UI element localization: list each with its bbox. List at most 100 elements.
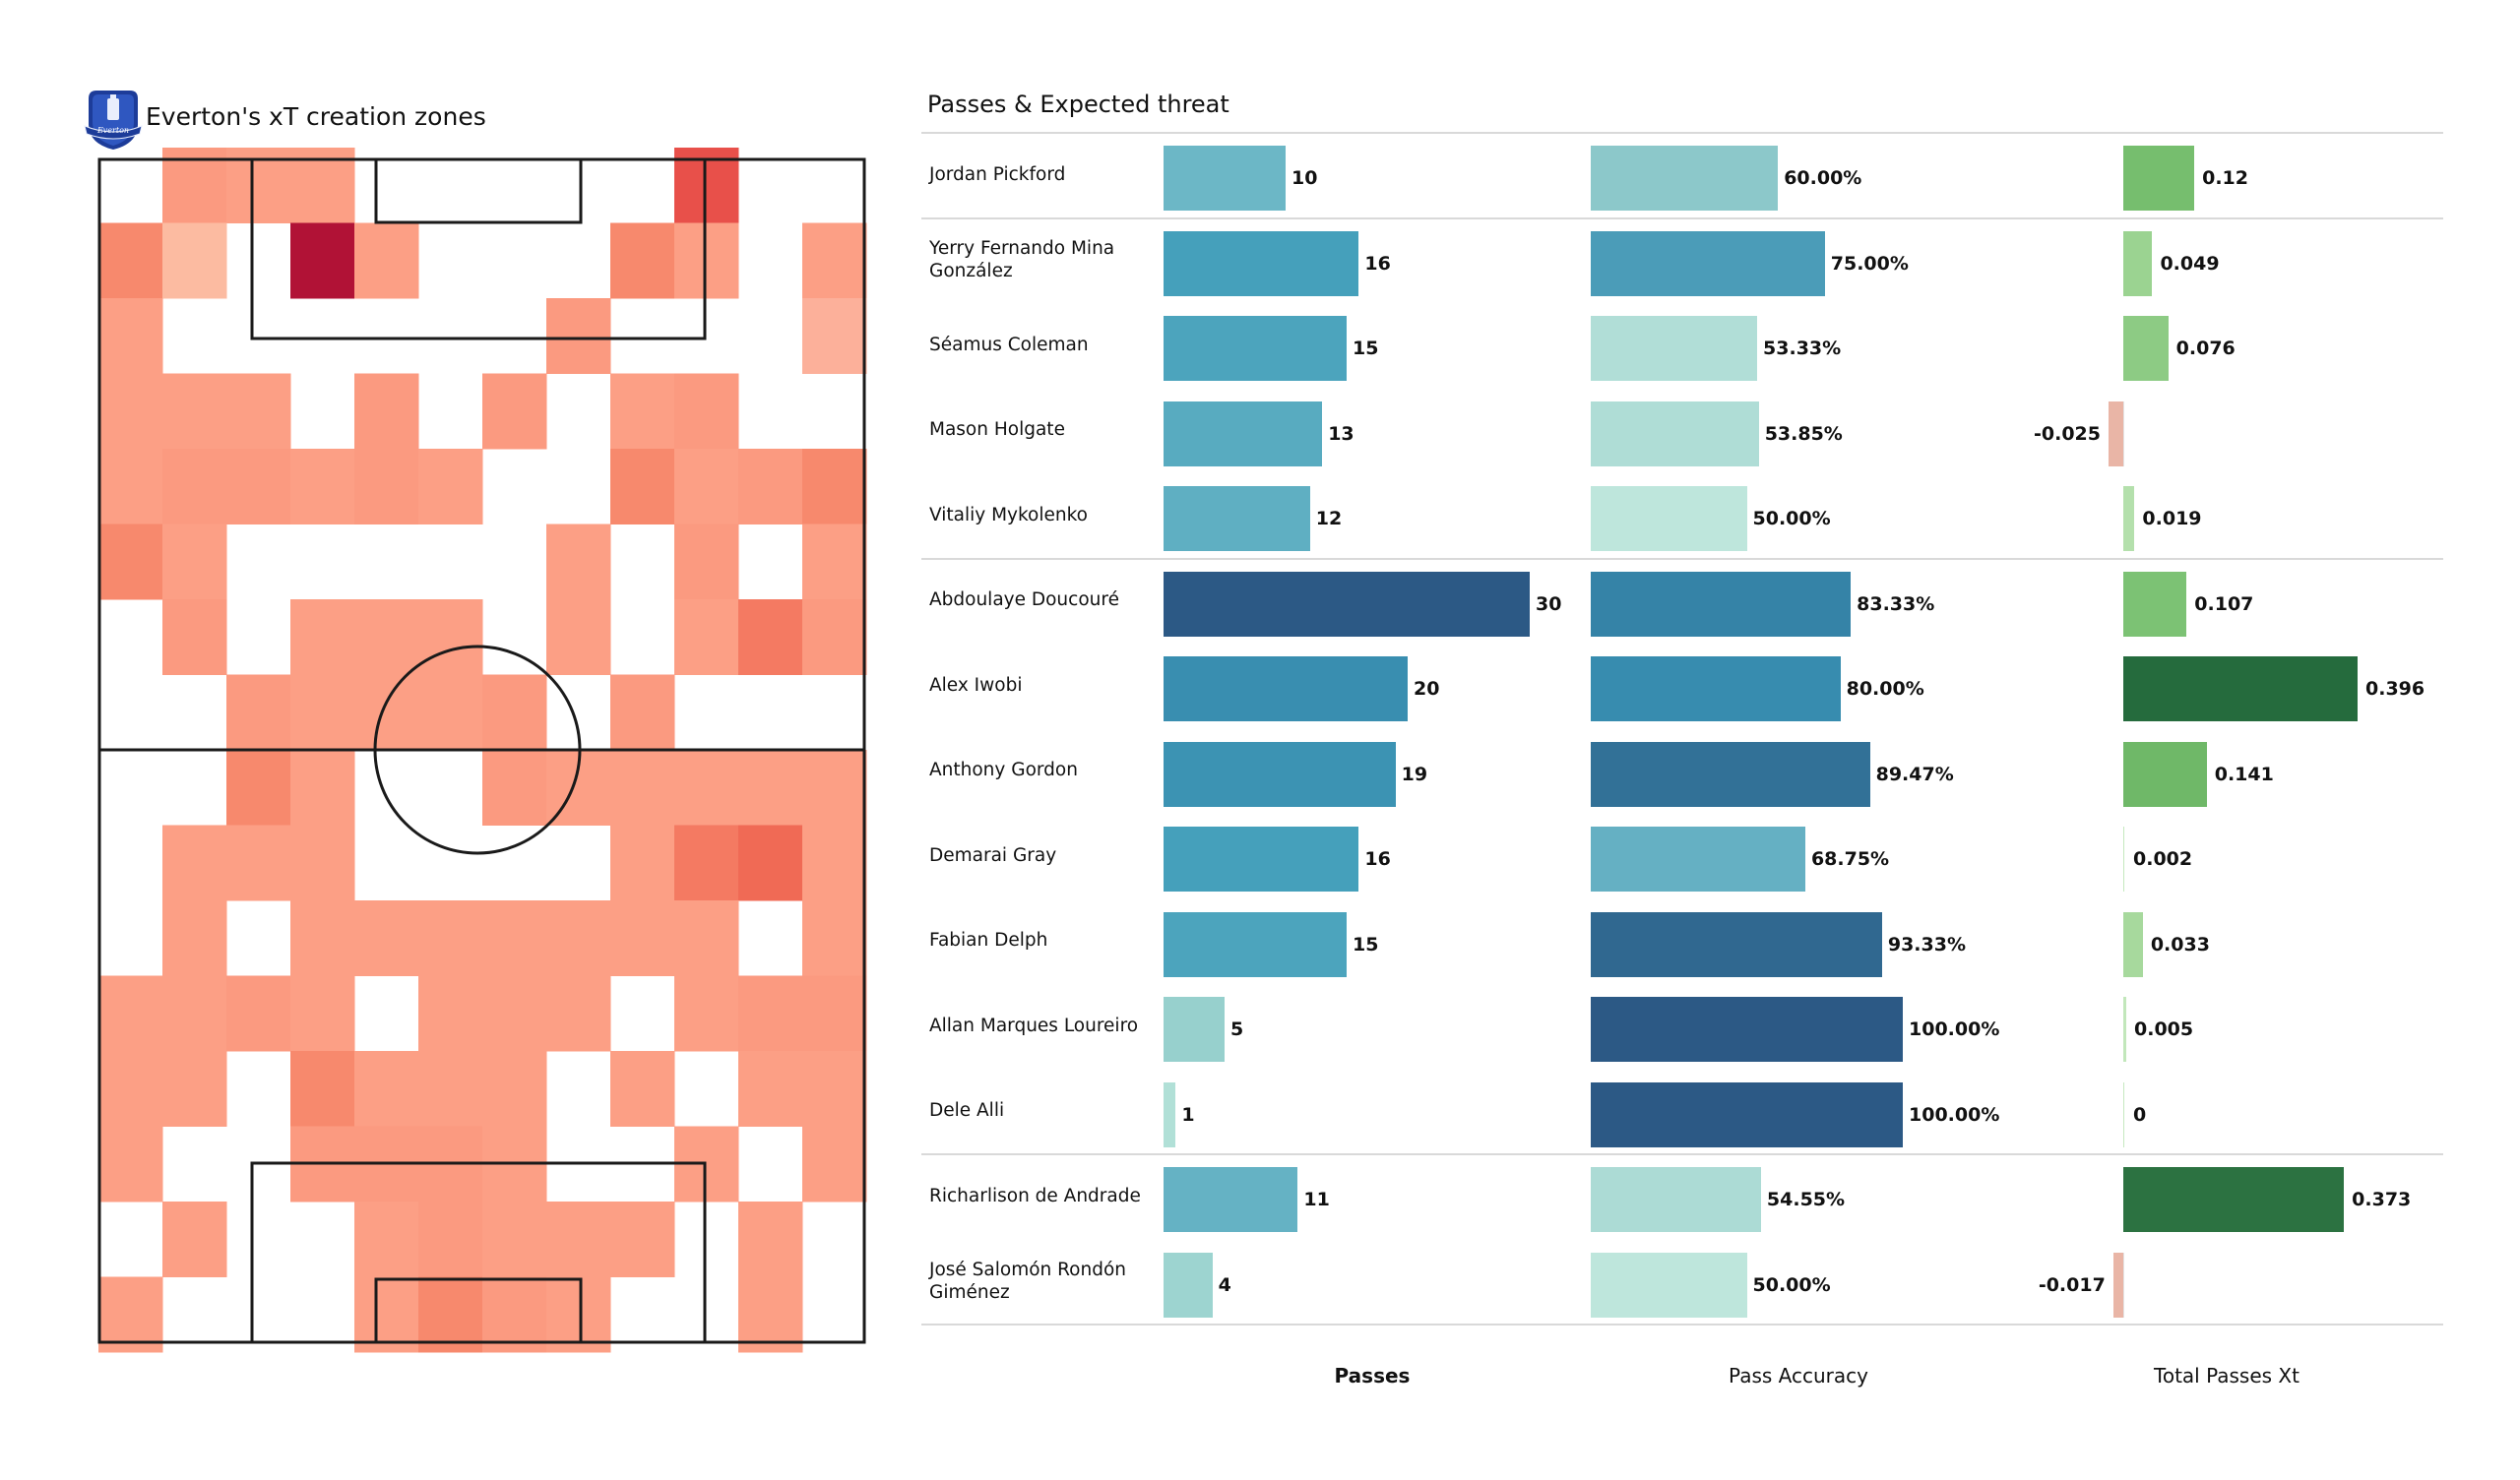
heatmap-cell [610, 1051, 675, 1127]
heatmap-cell [674, 975, 739, 1052]
player-name: Richarlison de Andrade [929, 1185, 1141, 1206]
passes-bar [1164, 656, 1408, 721]
heatmap-cells [98, 148, 867, 1353]
xt-zero-line [2123, 401, 2124, 466]
heatmap-cell [354, 900, 419, 976]
table-row: Jordan Pickford 10 60.00% 0.12 [921, 132, 2443, 216]
table-row: Demarai Gray 16 68.75% 0.002 [921, 813, 2443, 897]
heatmap-cell [546, 524, 611, 600]
heatmap-cell [674, 222, 739, 299]
xt-heatmap [97, 148, 867, 1353]
heatmap-cell [354, 373, 419, 450]
heatmap-cell [546, 298, 611, 374]
pass-accuracy-value: 50.00% [1752, 1273, 1831, 1296]
heatmap-cell [482, 674, 547, 751]
heatmap-cell [354, 1051, 419, 1127]
xt-value: 0.141 [2214, 763, 2274, 785]
table-row: Vitaliy Mykolenko 12 50.00% 0.019 [921, 472, 2443, 557]
heatmap-cell [290, 449, 355, 524]
passes-bar [1164, 1081, 1176, 1147]
passes-bar [1164, 571, 1530, 637]
xt-bar [2108, 401, 2123, 466]
passes-bar [1164, 741, 1396, 807]
player-name: Dele Alli [929, 1100, 1005, 1121]
xt-bar [2123, 486, 2135, 551]
pass-accuracy-value: 68.75% [1810, 848, 1890, 870]
passes-bar [1164, 486, 1310, 551]
table-bottom-rule [921, 1324, 2443, 1326]
xt-bar [2123, 911, 2143, 977]
pass-accuracy-value: 83.33% [1857, 592, 1935, 615]
heatmap-cell [162, 825, 227, 901]
player-name: Abdoulaye Doucouré [929, 589, 1119, 610]
svg-text:Everton: Everton [96, 126, 129, 135]
heatmap-cell [354, 674, 419, 751]
pass-accuracy-bar [1591, 911, 1882, 977]
heatmap-cell [738, 599, 803, 675]
passes-value: 15 [1353, 338, 1379, 359]
xt-value: 0.396 [2365, 678, 2426, 700]
xt-value: 0.076 [2175, 338, 2236, 359]
heatmap-cell [290, 900, 355, 976]
heatmap-cell [226, 674, 291, 751]
heatmap-cell [802, 825, 867, 901]
table-row: José Salomón Rondón Giménez 4 50.00% -0.017 [921, 1239, 2443, 1324]
pass-accuracy-bar [1591, 316, 1758, 381]
pass-accuracy-bar [1591, 571, 1852, 637]
heatmap-cell [482, 1276, 547, 1353]
pass-accuracy-bar [1591, 1252, 1747, 1318]
heatmap-cell [418, 674, 483, 751]
column-label-total-passes-xt: Total Passes Xt [2154, 1364, 2300, 1388]
player-name: José Salomón Rondón Giménez [929, 1259, 1127, 1303]
table-row: Allan Marques Loureiro 5 100.00% 0.005 [921, 983, 2443, 1068]
heatmap-cell [610, 750, 675, 826]
heatmap-cell [482, 750, 547, 826]
heatmap-cell [674, 599, 739, 675]
heatmap-cell [98, 1276, 163, 1353]
top-six-yard-box [374, 157, 583, 224]
heatmap-cell [290, 825, 355, 901]
heatmap-cell [546, 1202, 611, 1277]
heatmap-cell [354, 449, 419, 524]
xt-bar [2123, 146, 2195, 211]
column-label-pass-accuracy: Pass Accuracy [1729, 1364, 1868, 1388]
heatmap-cell [738, 1202, 803, 1277]
passes-value: 12 [1315, 508, 1343, 529]
player-name: Anthony Gordon [929, 760, 1078, 780]
heatmap-cell [738, 750, 803, 826]
table-row: Mason Holgate 13 53.85% -0.025 [921, 388, 2443, 472]
passes-value: 20 [1414, 678, 1440, 700]
heatmap-cell [546, 975, 611, 1052]
player-name: Séamus Coleman [929, 334, 1089, 355]
player-name: Mason Holgate [929, 419, 1065, 440]
xt-value: 0 [2133, 1103, 2147, 1126]
heatmap-cell [418, 1202, 483, 1277]
xt-value: 0.12 [2202, 167, 2248, 189]
pass-accuracy-value: 53.33% [1763, 338, 1842, 359]
pass-accuracy-bar [1591, 146, 1779, 211]
xt-bar [2123, 656, 2358, 721]
passes-value: 16 [1364, 252, 1391, 275]
passes-bar [1164, 997, 1225, 1062]
heatmap-cell [802, 599, 867, 675]
bottom-six-yard-box [374, 1277, 583, 1344]
xt-value: 0.019 [2142, 508, 2202, 529]
xt-bar [2123, 741, 2207, 807]
heatmap-cell [98, 975, 163, 1052]
player-name: Vitaliy Mykolenko [929, 504, 1088, 525]
heatmap-cell [482, 1051, 547, 1127]
heatmap-cell [418, 1276, 483, 1353]
heatmap-cell [674, 750, 739, 826]
heatmap-cell [482, 900, 547, 976]
heatmap-cell [226, 975, 291, 1052]
heatmap-cell [738, 1276, 803, 1353]
heatmap-cell [546, 1276, 611, 1353]
heatmap-cell [354, 1276, 419, 1353]
pass-accuracy-value: 53.85% [1764, 422, 1843, 445]
heatmap-cell [98, 298, 163, 374]
passes-value: 5 [1230, 1018, 1244, 1040]
pass-accuracy-value: 54.55% [1766, 1189, 1846, 1210]
pass-accuracy-bar [1591, 401, 1759, 466]
heatmap-cell [226, 373, 291, 450]
player-name: Fabian Delph [929, 930, 1048, 951]
